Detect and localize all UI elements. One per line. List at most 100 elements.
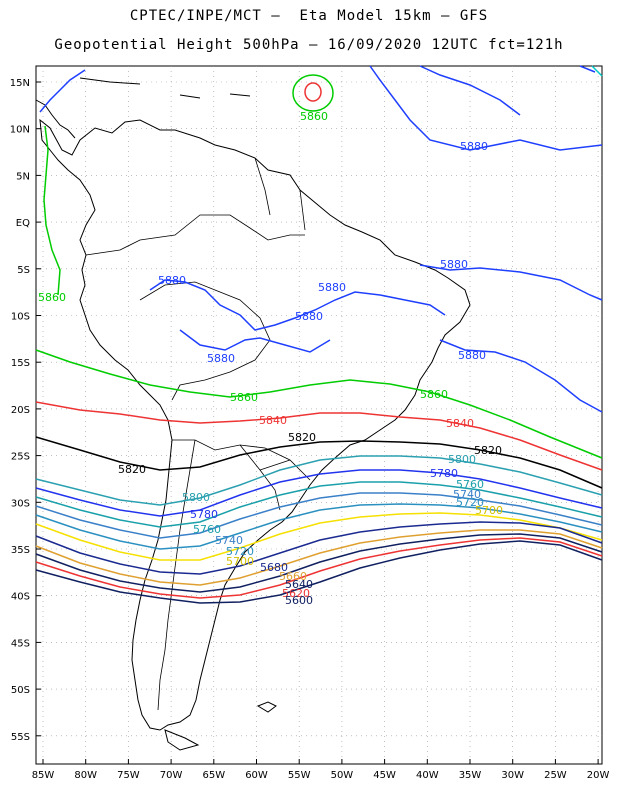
contour-5860-pacific: [43, 125, 61, 296]
contour-labels: 5880 5880 5880 5880 5880 5880 5880 5880 …: [38, 110, 503, 607]
lat-tick-label: 20S: [11, 405, 30, 416]
contour-5840: [35, 401, 603, 471]
label-5780: 5780: [190, 508, 218, 521]
lat-tick-label: 55S: [11, 732, 30, 743]
contour-5680: [35, 521, 603, 575]
label-5820: 5820: [288, 431, 316, 444]
border-6: [254, 157, 306, 231]
contour-5880-atlantic: [369, 65, 603, 151]
border-2: [139, 281, 271, 401]
coastline: [35, 77, 471, 751]
lat-tick-label: 35S: [11, 545, 30, 556]
contour-5880-ne: [419, 264, 603, 301]
country-borders: [85, 157, 311, 711]
lat-tick-label: 5S: [17, 265, 30, 276]
lat-tick-label: 10N: [10, 125, 30, 136]
label-5820: 5820: [474, 444, 502, 457]
map-title: CPTEC/INPE/MCT – Eta Model 15km – GFS: [129, 8, 489, 24]
caribbean-islands: [79, 77, 251, 99]
lat-tick-label: 30S: [11, 498, 30, 509]
tierra-del-fuego: [164, 729, 200, 751]
border-1: [85, 214, 305, 256]
contour-cyan-corner: [591, 65, 603, 77]
label-5760: 5760: [456, 478, 484, 491]
lon-tick-label: 20W: [587, 770, 610, 781]
contour-5880-ring: [304, 82, 322, 102]
label-5700: 5700: [475, 504, 503, 517]
label-5800: 5800: [182, 491, 210, 504]
label-5880: 5880: [295, 310, 323, 323]
lat-tick-label: 15S: [11, 358, 30, 369]
map-frame: [35, 65, 603, 765]
contour-5860-ring: [292, 74, 334, 112]
graticule: [36, 66, 602, 764]
label-5720: 5720: [226, 545, 254, 558]
label-5860: 5860: [38, 291, 66, 304]
contour-5880-pacific: [39, 69, 86, 113]
contour-5780: [35, 469, 603, 517]
lon-tick-label: 80W: [74, 770, 97, 781]
lat-tick-label: 40S: [11, 592, 30, 603]
label-5800: 5800: [448, 453, 476, 466]
contour-5820: [35, 436, 603, 489]
border-5: [239, 444, 291, 511]
contour-5620: [35, 537, 603, 599]
contour-5880-brazil: [149, 279, 446, 331]
label-5820: 5820: [118, 463, 146, 476]
contour-5740: [35, 492, 603, 539]
falklands: [256, 701, 277, 713]
label-5780: 5780: [430, 467, 458, 480]
lon-tick-label: 75W: [117, 770, 140, 781]
label-5740: 5740: [215, 534, 243, 547]
lat-tick-label: EQ: [16, 218, 30, 229]
lat-tick-label: 45S: [11, 638, 30, 649]
lon-tick-label: 40W: [416, 770, 439, 781]
contour-5880-se: [439, 339, 603, 413]
border-4: [157, 439, 196, 711]
label-5660: 5660: [279, 570, 307, 583]
contour-5880-east: [419, 65, 596, 116]
contour-5880-central: [179, 329, 331, 353]
map-subtitle: Geopotential Height 500hPa – 16/09/2020 …: [54, 37, 564, 53]
contour-5660: [35, 529, 603, 586]
label-5680: 5680: [260, 561, 288, 574]
contour-lines: [35, 65, 603, 604]
label-5600: 5600: [285, 594, 313, 607]
label-5840: 5840: [259, 414, 287, 427]
label-5880: 5880: [458, 349, 486, 362]
lat-tick-label: 25S: [11, 452, 30, 463]
label-5880: 5880: [440, 258, 468, 271]
label-5760: 5760: [193, 523, 221, 536]
label-5840: 5840: [446, 417, 474, 430]
label-5880: 5880: [207, 352, 235, 365]
lon-tick-label: 25W: [544, 770, 567, 781]
label-5640: 5640: [285, 578, 313, 591]
lat-tick-label: 50S: [11, 685, 30, 696]
contour-5720: [35, 503, 603, 550]
label-5740: 5740: [453, 488, 481, 501]
contour-5860: [35, 349, 603, 459]
label-5860: 5860: [300, 110, 328, 123]
contour-5760: [35, 481, 603, 528]
contour-5600: [35, 540, 603, 604]
label-5700: 5700: [226, 555, 254, 568]
label-5860: 5860: [420, 388, 448, 401]
lat-tick-label: 10S: [11, 312, 30, 323]
lat-tick-label: 15N: [10, 78, 30, 89]
label-5620: 5620: [282, 587, 310, 600]
label-5880: 5880: [318, 281, 346, 294]
contour-5640: [35, 533, 603, 593]
lon-tick-label: 65W: [202, 770, 225, 781]
lon-tick-label: 70W: [160, 770, 183, 781]
label-5880: 5880: [460, 140, 488, 153]
lon-tick-label: 30W: [501, 770, 524, 781]
contour-5700: [35, 512, 603, 561]
lon-tick-label: 55W: [288, 770, 311, 781]
label-5860: 5860: [230, 391, 258, 404]
south-america-coast: [39, 118, 471, 731]
central-america: [35, 99, 76, 139]
label-5880: 5880: [158, 274, 186, 287]
contour-5800: [35, 455, 603, 506]
lat-tick-label: 5N: [16, 171, 30, 182]
